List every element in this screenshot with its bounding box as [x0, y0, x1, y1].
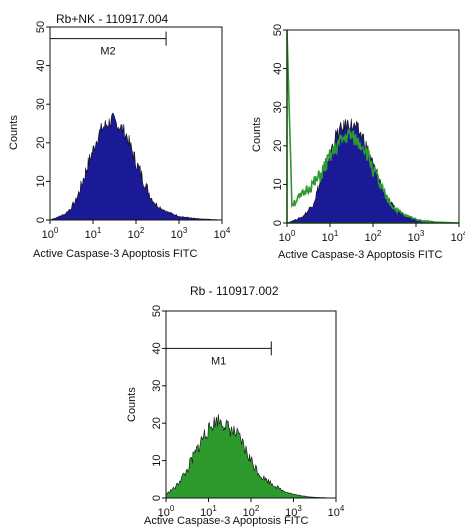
- histogram-series: [49, 112, 223, 221]
- y-tick-label: 0: [35, 217, 47, 223]
- y-tick-label: 40: [151, 342, 163, 354]
- gate-label: M2: [100, 46, 115, 58]
- histogram-series: [165, 414, 337, 499]
- y-tick-label: 30: [151, 380, 163, 392]
- x-tick-label: 100: [42, 226, 59, 241]
- y-tick-label: 10: [151, 454, 163, 466]
- x-tick-label: 104: [328, 504, 345, 519]
- histogram-plot: 0 10 20 30 40 50 100 101 102 103 104 M2: [35, 21, 231, 241]
- x-tick-label: 101: [322, 229, 339, 244]
- y-tick-label: 50: [151, 305, 163, 317]
- y-tick-label: 10: [272, 178, 284, 190]
- x-tick-label: 101: [200, 504, 217, 519]
- histogram-panel-2: 0 10 20 30 40 50 100 101 102 103 104 Counts Active…: [245, 0, 465, 270]
- histogram-series: [286, 29, 460, 224]
- x-tick-label: 103: [285, 504, 302, 519]
- x-tick-label: 104: [214, 226, 231, 241]
- x-tick-label: 101: [85, 226, 102, 241]
- y-tick-label: 10: [35, 175, 47, 187]
- x-tick-label: 104: [451, 229, 465, 244]
- y-tick-label: 50: [272, 24, 284, 36]
- y-tick-label: 50: [35, 21, 47, 33]
- chart-title: Rb+NK - 110917.004: [56, 12, 169, 26]
- gate-label: M1: [211, 355, 226, 367]
- histogram-plot: 0 10 20 30 40 50 100 101 102 103 104: [272, 24, 465, 244]
- x-axis-label: Active Caspase-3 Apoptosis FITC: [278, 249, 443, 261]
- x-tick-label: 100: [158, 504, 175, 519]
- y-tick-label: 20: [35, 137, 47, 149]
- chart-title: Rb - 110917.002: [190, 284, 279, 298]
- x-tick-label: 102: [243, 504, 260, 519]
- histogram-panel-3: Rb - 110917.002 0 10 20 30 40 50 100 101 102 103 1…: [120, 280, 360, 529]
- y-axis-label: Counts: [251, 117, 263, 152]
- x-tick-label: 103: [171, 226, 188, 241]
- x-tick-label: 102: [365, 229, 382, 244]
- x-tick-label: 100: [279, 229, 296, 244]
- y-tick-label: 40: [272, 62, 284, 74]
- y-tick-label: 30: [35, 98, 47, 110]
- y-tick-label: 20: [151, 417, 163, 429]
- histogram-plot: 0 10 20 30 40 50 100 101 102 103 104 M1: [151, 305, 345, 519]
- x-tick-label: 102: [128, 226, 145, 241]
- y-axis-label: Counts: [8, 115, 20, 150]
- x-tick-label: 103: [408, 229, 425, 244]
- y-tick-label: 40: [35, 59, 47, 71]
- histogram-panel-1: Rb+NK - 110917.004 0 10 20 30 40 50 100 101 102 1…: [0, 0, 240, 270]
- y-tick-label: 20: [272, 140, 284, 152]
- x-axis-label: Active Caspase-3 Apoptosis FITC: [144, 515, 309, 527]
- y-axis-label: Counts: [126, 387, 138, 422]
- y-tick-label: 0: [151, 495, 163, 501]
- y-tick-label: 0: [272, 220, 284, 226]
- x-axis-label: Active Caspase-3 Apoptosis FITC: [33, 248, 198, 260]
- y-tick-label: 30: [272, 101, 284, 113]
